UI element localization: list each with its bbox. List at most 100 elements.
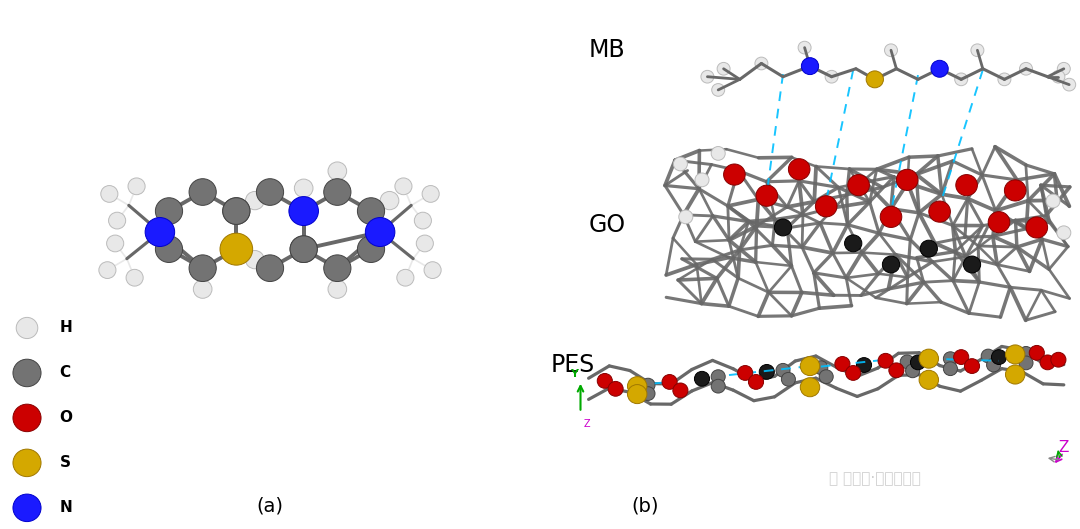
Circle shape [738, 366, 753, 380]
Circle shape [642, 378, 654, 392]
Circle shape [998, 73, 1011, 86]
Text: MB: MB [589, 38, 625, 62]
Circle shape [357, 236, 384, 262]
Circle shape [712, 370, 726, 384]
Circle shape [845, 235, 862, 252]
Circle shape [694, 371, 710, 386]
Circle shape [145, 217, 175, 247]
Circle shape [931, 60, 948, 77]
Circle shape [220, 233, 253, 265]
Circle shape [156, 198, 183, 224]
Circle shape [597, 373, 612, 388]
Circle shape [674, 157, 687, 171]
Circle shape [288, 197, 319, 225]
Text: Z: Z [1058, 440, 1069, 454]
Circle shape [424, 262, 441, 278]
Circle shape [1057, 62, 1070, 75]
Circle shape [422, 186, 440, 202]
Circle shape [222, 198, 249, 224]
Circle shape [774, 219, 792, 236]
Circle shape [701, 70, 714, 83]
Circle shape [1051, 352, 1066, 367]
Circle shape [717, 62, 730, 75]
Circle shape [724, 164, 745, 185]
Circle shape [678, 210, 693, 224]
Circle shape [815, 196, 837, 217]
Circle shape [109, 212, 125, 229]
Circle shape [788, 159, 810, 180]
Circle shape [1020, 356, 1032, 370]
Circle shape [889, 363, 904, 378]
Circle shape [755, 57, 768, 70]
Circle shape [775, 363, 791, 377]
Circle shape [291, 198, 318, 224]
Circle shape [971, 44, 984, 57]
Circle shape [416, 235, 433, 252]
Circle shape [627, 377, 647, 396]
Circle shape [712, 379, 726, 393]
Text: (a): (a) [257, 497, 283, 516]
Circle shape [1026, 217, 1048, 238]
Circle shape [1052, 70, 1065, 83]
Circle shape [328, 162, 347, 180]
Circle shape [324, 179, 351, 205]
Circle shape [748, 375, 764, 389]
Circle shape [1063, 78, 1076, 91]
Circle shape [800, 378, 820, 397]
Circle shape [929, 201, 950, 222]
Circle shape [905, 364, 919, 378]
Circle shape [820, 370, 834, 384]
Circle shape [13, 494, 41, 522]
Text: GO: GO [589, 213, 625, 237]
Text: Z: Z [583, 419, 591, 429]
Circle shape [295, 179, 313, 197]
Circle shape [880, 206, 902, 227]
Circle shape [956, 175, 977, 196]
Circle shape [920, 240, 937, 257]
Circle shape [901, 355, 915, 369]
Text: C: C [59, 366, 70, 380]
Text: O: O [59, 411, 72, 425]
Text: 📰 公众号·石墨烯研究: 📰 公众号·石墨烯研究 [828, 471, 921, 486]
Circle shape [291, 236, 318, 262]
Circle shape [16, 317, 38, 339]
Circle shape [256, 255, 284, 281]
Circle shape [156, 236, 183, 262]
Circle shape [982, 349, 996, 363]
Circle shape [782, 372, 795, 386]
Circle shape [1020, 346, 1032, 360]
Circle shape [256, 179, 284, 205]
Text: PES: PES [551, 353, 595, 377]
Circle shape [910, 355, 926, 370]
Circle shape [222, 236, 249, 262]
Circle shape [1040, 355, 1055, 370]
Circle shape [1005, 345, 1025, 364]
Circle shape [642, 387, 654, 400]
Circle shape [627, 385, 647, 404]
Text: (b): (b) [632, 497, 659, 516]
Circle shape [1004, 180, 1026, 201]
Circle shape [99, 262, 116, 278]
Circle shape [415, 212, 431, 229]
Circle shape [759, 364, 774, 379]
Circle shape [608, 381, 623, 396]
Circle shape [896, 169, 918, 190]
Circle shape [848, 175, 869, 196]
Circle shape [222, 198, 249, 224]
Circle shape [1056, 226, 1070, 240]
Circle shape [13, 404, 41, 432]
Circle shape [712, 147, 726, 160]
Circle shape [963, 256, 981, 273]
Circle shape [835, 357, 850, 371]
Circle shape [800, 357, 820, 376]
Circle shape [712, 84, 725, 96]
Circle shape [245, 191, 265, 209]
Circle shape [380, 191, 399, 209]
Circle shape [846, 366, 861, 380]
Circle shape [885, 44, 897, 57]
Circle shape [13, 449, 41, 477]
Circle shape [988, 212, 1010, 233]
Circle shape [856, 358, 872, 372]
Circle shape [328, 280, 347, 298]
Circle shape [1005, 365, 1025, 384]
